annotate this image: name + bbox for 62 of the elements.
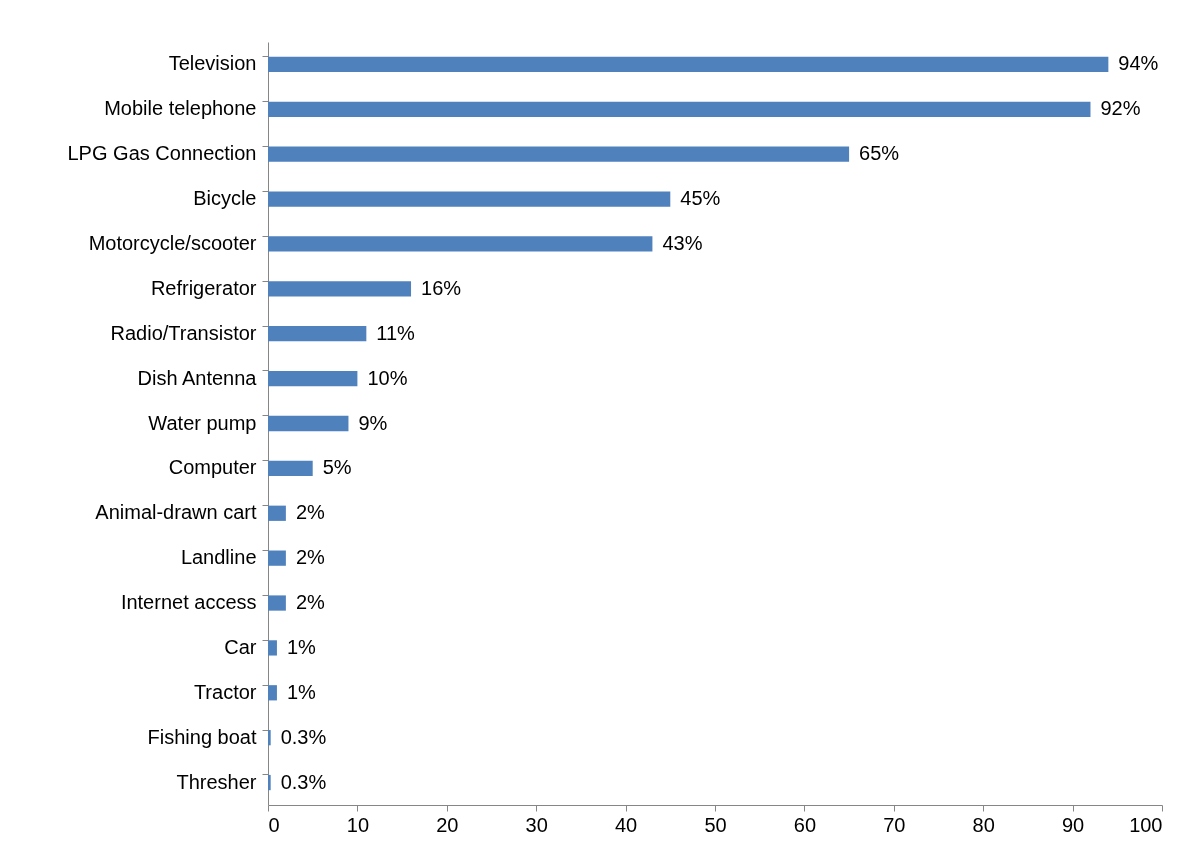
bar [268,550,286,566]
x-tick-label: 30 [525,813,548,836]
x-tick-label: 0 [268,813,280,836]
data-label: 16% [421,276,462,299]
data-label: 1% [286,680,317,703]
bar [268,595,286,611]
data-label: 0.3% [280,770,327,793]
bar [268,685,277,701]
y-tick-label: Thresher [176,770,257,793]
data-label: 9% [358,411,388,434]
y-tick-label: Fishing boat [147,725,257,748]
data-label: 11% [376,321,416,344]
y-tick-label: Animal-drawn cart [95,501,257,524]
bar [268,101,1091,117]
bar [268,56,1109,73]
y-tick-label: Water pump [148,411,257,434]
x-tick-label: 50 [704,813,727,836]
x-tick-label: 100 [1129,813,1163,836]
bar [268,460,313,477]
bar [268,774,271,791]
x-tick-label: 80 [972,813,995,836]
y-tick-label: Refrigerator [150,276,257,299]
bar [268,326,367,342]
data-label: 2% [295,546,325,569]
bar [268,640,277,656]
y-tick-label: LPG Gas Connection [67,142,257,165]
data-label: 92% [1100,97,1141,120]
data-label: 2% [295,591,325,614]
data-label: 10% [367,366,408,389]
bar [268,146,850,162]
bar [268,415,349,432]
data-label: 94% [1118,52,1159,75]
x-tick-label: 90 [1061,813,1085,836]
data-label: 0.3% [280,725,327,748]
y-tick-label: Motorcycle/scooter [88,231,257,254]
y-tick-label: Bicycle [193,187,257,210]
bar [268,370,358,387]
y-tick-label: Car [224,635,257,658]
data-label: 2% [295,501,325,524]
y-tick-label: Landline [180,546,257,569]
data-label: 43% [662,231,703,254]
x-tick-label: 10 [346,813,370,836]
bar [268,730,271,746]
data-label: 65% [859,142,900,165]
y-tick-label: Radio/Transistor [110,321,257,344]
data-label: 5% [322,456,352,479]
x-tick-label: 70 [883,813,906,836]
y-tick-label: Television [168,52,257,75]
bar [268,191,671,207]
data-label: 1% [286,635,317,658]
x-tick-label: 40 [614,813,638,836]
y-tick-label: Dish Antenna [137,366,258,389]
y-tick-label: Internet access [120,591,257,614]
data-label: 45% [680,187,721,210]
x-tick-label: 60 [793,813,817,836]
bar [268,505,286,521]
x-tick-label: 20 [436,813,459,836]
bar [268,281,412,297]
y-tick-label: Computer [168,456,257,479]
y-tick-label: Mobile telephone [104,97,257,120]
bar [268,236,653,252]
y-tick-label: Tractor [193,680,257,703]
